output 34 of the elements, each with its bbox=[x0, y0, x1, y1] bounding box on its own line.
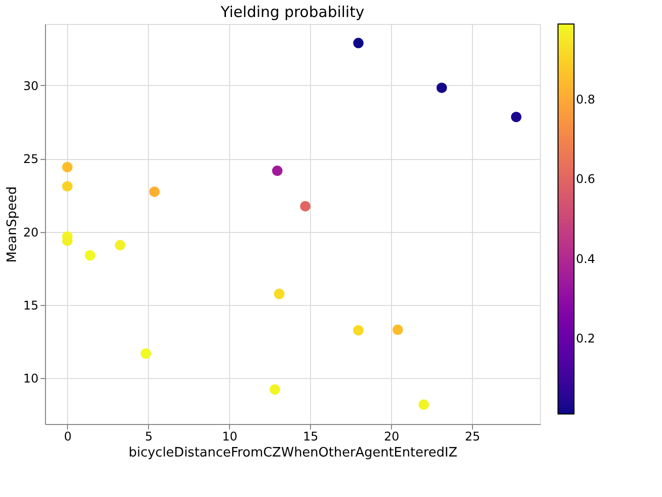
y-tick-label: 25 bbox=[23, 152, 38, 166]
point bbox=[274, 288, 284, 300]
x-tick-label: 25 bbox=[464, 430, 480, 444]
point bbox=[270, 384, 280, 395]
x-tick-label: 15 bbox=[303, 430, 318, 444]
x-tick-label: 20 bbox=[384, 430, 400, 444]
point bbox=[149, 186, 160, 197]
point bbox=[84, 250, 96, 261]
chart-title: Yielding probability bbox=[220, 3, 364, 21]
x-tick-label: 5 bbox=[144, 430, 153, 444]
y-tick-label: 30 bbox=[23, 78, 38, 93]
x-tick-label: 0 bbox=[64, 430, 72, 444]
point bbox=[62, 162, 73, 172]
point bbox=[114, 240, 126, 250]
point bbox=[392, 324, 403, 335]
x-tick-label: 10 bbox=[222, 430, 238, 444]
point bbox=[353, 38, 364, 48]
y-tick-label: 20 bbox=[23, 225, 38, 240]
point bbox=[353, 325, 364, 336]
point bbox=[300, 200, 311, 212]
point bbox=[418, 399, 430, 410]
y-tick-label: 15 bbox=[23, 298, 38, 313]
point bbox=[140, 348, 152, 359]
point bbox=[272, 166, 283, 176]
y-tick-label: 10 bbox=[23, 372, 38, 386]
point bbox=[62, 181, 73, 192]
point bbox=[436, 82, 447, 94]
color-bar-label: 0.4 bbox=[576, 252, 596, 266]
color-bar-label: 0.2 bbox=[576, 331, 596, 346]
point bbox=[510, 112, 522, 122]
x-axis-title: bicycleDistanceFromCZWhenOtherAgentEnteredIZ bbox=[128, 446, 458, 460]
y-axis-title: MeanSpeed bbox=[5, 186, 20, 263]
color-bar-label: 0.8 bbox=[576, 92, 596, 107]
color-bar-label: 0.6 bbox=[576, 172, 596, 186]
